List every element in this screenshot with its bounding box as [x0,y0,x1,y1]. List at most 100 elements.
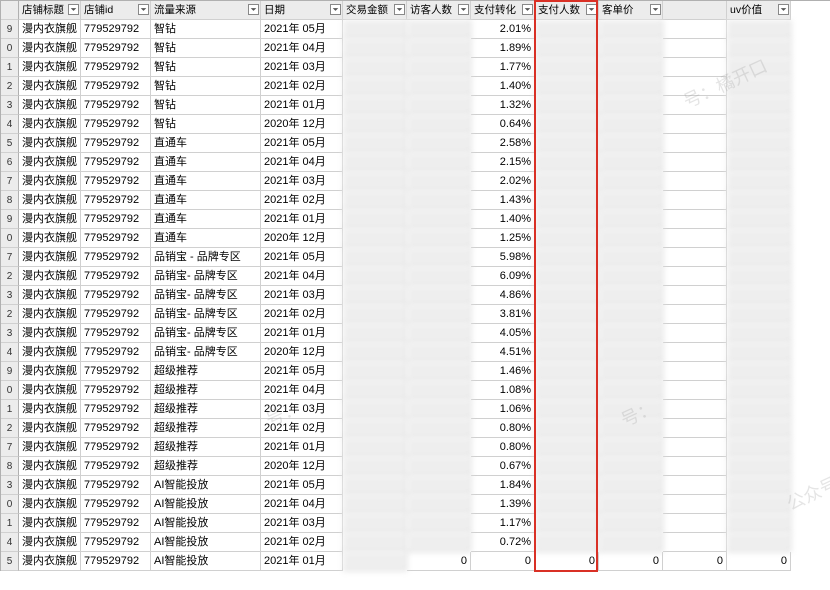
cell-unit-price[interactable] [599,381,663,400]
cell-date[interactable]: 2021年 04月 [261,495,343,514]
cell-unit-price[interactable] [599,96,663,115]
cell-date[interactable]: 2021年 05月 [261,20,343,39]
cell-shop-id[interactable]: 779529792 [81,267,151,286]
cell-amount[interactable] [343,267,407,286]
cell-uv-value[interactable] [727,39,791,58]
cell-paycount[interactable] [535,58,599,77]
cell-shop[interactable]: 漫内衣旗舰 [19,362,81,381]
row-number[interactable]: 2 [1,77,19,96]
cell-amount[interactable] [343,115,407,134]
cell-conversion[interactable]: 4.05% [471,324,535,343]
cell-paycount[interactable] [535,115,599,134]
cell-unit-price[interactable] [599,305,663,324]
cell-blank[interactable] [663,153,727,172]
cell-amount[interactable] [343,172,407,191]
cell-unit-price[interactable] [599,438,663,457]
cell-uv-value[interactable] [727,286,791,305]
cell-unit-price[interactable] [599,134,663,153]
row-number[interactable]: 7 [1,172,19,191]
cell-date[interactable]: 2021年 01月 [261,324,343,343]
cell-shop[interactable]: 漫内衣旗舰 [19,58,81,77]
cell-source[interactable]: 品销宝- 品牌专区 [151,324,261,343]
cell-unit-price[interactable] [599,153,663,172]
cell-shop-id[interactable]: 779529792 [81,495,151,514]
column-header[interactable]: 支付人数 [535,1,599,20]
cell-shop[interactable]: 漫内衣旗舰 [19,476,81,495]
cell-source[interactable]: 超级推荐 [151,457,261,476]
column-header[interactable]: 客单价 [599,1,663,20]
filter-dropdown-icon[interactable] [522,4,533,15]
cell-shop[interactable]: 漫内衣旗舰 [19,134,81,153]
cell-date[interactable]: 2021年 04月 [261,153,343,172]
cell-paycount[interactable] [535,77,599,96]
cell-unit-price[interactable] [599,286,663,305]
cell-shop-id[interactable]: 779529792 [81,229,151,248]
cell-blank[interactable] [663,77,727,96]
cell-uv-value[interactable] [727,20,791,39]
cell-uv-value[interactable] [727,419,791,438]
cell-paycount[interactable] [535,495,599,514]
cell-unit-price[interactable] [599,267,663,286]
cell-uv-value[interactable] [727,305,791,324]
cell-shop[interactable]: 漫内衣旗舰 [19,438,81,457]
row-number[interactable]: 1 [1,514,19,533]
cell-blank[interactable] [663,362,727,381]
cell-paycount[interactable] [535,172,599,191]
cell-paycount[interactable] [535,533,599,552]
row-number[interactable]: 5 [1,134,19,153]
row-number[interactable]: 9 [1,362,19,381]
cell-shop[interactable]: 漫内衣旗舰 [19,96,81,115]
cell-blank[interactable] [663,381,727,400]
cell-visitors[interactable] [407,533,471,552]
cell-paycount[interactable] [535,134,599,153]
cell-shop[interactable]: 漫内衣旗舰 [19,514,81,533]
cell-date[interactable]: 2021年 04月 [261,39,343,58]
cell-amount[interactable] [343,381,407,400]
filter-dropdown-icon[interactable] [248,4,259,15]
column-header[interactable]: 访客人数 [407,1,471,20]
cell-amount[interactable] [343,229,407,248]
cell-visitors[interactable] [407,514,471,533]
cell-shop[interactable]: 漫内衣旗舰 [19,115,81,134]
cell-shop-id[interactable]: 779529792 [81,96,151,115]
cell-amount[interactable] [343,20,407,39]
cell-conversion[interactable]: 5.98% [471,248,535,267]
cell-uv-value[interactable] [727,457,791,476]
cell-blank[interactable] [663,134,727,153]
cell-paycount[interactable] [535,400,599,419]
row-number[interactable]: 2 [1,267,19,286]
cell-visitors[interactable] [407,191,471,210]
cell-conversion[interactable]: 0.80% [471,438,535,457]
cell-source[interactable]: 品销宝- 品牌专区 [151,305,261,324]
cell-shop-id[interactable]: 779529792 [81,115,151,134]
cell-paycount[interactable] [535,476,599,495]
cell-shop[interactable]: 漫内衣旗舰 [19,457,81,476]
cell-amount[interactable] [343,552,407,571]
cell-paycount[interactable] [535,20,599,39]
cell-paycount[interactable] [535,305,599,324]
row-number[interactable]: 4 [1,343,19,362]
cell-uv-value[interactable] [727,210,791,229]
cell-visitors[interactable]: 0 [407,552,471,571]
cell-visitors[interactable] [407,115,471,134]
row-number[interactable]: 8 [1,191,19,210]
cell-amount[interactable] [343,191,407,210]
cell-source[interactable]: 品销宝 - 品牌专区 [151,248,261,267]
cell-source[interactable]: 超级推荐 [151,400,261,419]
cell-conversion[interactable]: 4.86% [471,286,535,305]
cell-uv-value[interactable] [727,229,791,248]
cell-uv-value[interactable] [727,533,791,552]
cell-date[interactable]: 2021年 03月 [261,286,343,305]
row-number[interactable]: 7 [1,438,19,457]
cell-date[interactable]: 2021年 02月 [261,77,343,96]
cell-conversion[interactable]: 1.89% [471,39,535,58]
cell-shop-id[interactable]: 779529792 [81,191,151,210]
cell-blank[interactable] [663,457,727,476]
cell-uv-value[interactable]: 0 [727,552,791,571]
row-number[interactable]: 4 [1,533,19,552]
cell-source[interactable]: AI智能投放 [151,552,261,571]
row-number[interactable]: 2 [1,305,19,324]
cell-shop[interactable]: 漫内衣旗舰 [19,20,81,39]
cell-amount[interactable] [343,343,407,362]
cell-shop[interactable]: 漫内衣旗舰 [19,229,81,248]
